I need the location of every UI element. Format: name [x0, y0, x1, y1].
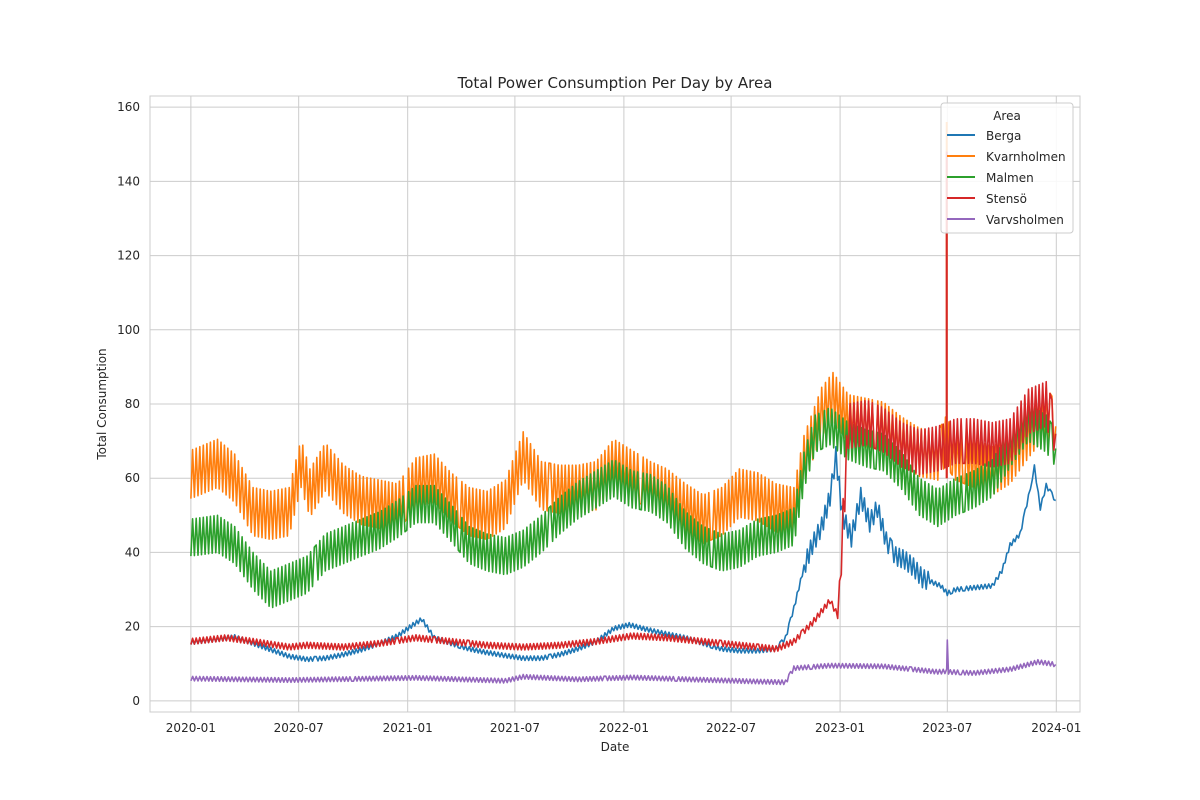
y-axis-label: Total Consumption — [95, 348, 109, 460]
x-tick-label: 2022-07 — [706, 721, 756, 735]
x-tick-label: 2020-01 — [166, 721, 216, 735]
tick-labels: 0 20 40 60 80 100 120 140 160 2020-01 2020-07 2021-… — [117, 100, 1081, 735]
x-tick-label: 2022-01 — [599, 721, 649, 735]
x-tick-label: 2023-07 — [922, 721, 972, 735]
legend-label: Stensö — [986, 192, 1027, 206]
chart-title: Total Power Consumption Per Day by Area — [457, 74, 773, 92]
legend-title: Area — [993, 109, 1021, 123]
y-tick-label: 80 — [125, 397, 140, 411]
plot-frame — [149, 95, 1081, 713]
y-tick-label: 140 — [117, 174, 140, 188]
legend-label: Kvarnholmen — [986, 150, 1066, 164]
y-tick-label: 100 — [117, 323, 140, 337]
x-tick-label: 2024-01 — [1031, 721, 1081, 735]
series-line-stens — [190, 380, 1057, 653]
y-tick-label: 20 — [125, 620, 140, 634]
y-tick-label: 120 — [117, 249, 140, 263]
legend-label: Varvsholmen — [986, 213, 1064, 227]
x-tick-label: 2023-01 — [815, 721, 865, 735]
legend-label: Malmen — [986, 171, 1034, 185]
legend-label: Berga — [986, 129, 1021, 143]
series-layer — [190, 121, 1057, 686]
y-tick-label: 40 — [125, 545, 140, 559]
x-tick-label: 2021-07 — [490, 721, 540, 735]
legend: Area Berga Kvarnholmen Malmen Stensö Varvsho… — [940, 102, 1074, 234]
series-line-malmen — [190, 403, 1057, 609]
y-tick-label: 60 — [125, 471, 140, 485]
x-tick-label: 2020-07 — [274, 721, 324, 735]
y-tick-label: 0 — [132, 694, 140, 708]
x-tick-label: 2021-01 — [383, 721, 433, 735]
legend-items: Berga Kvarnholmen Malmen Stensö Varvsholmen — [947, 129, 1066, 227]
series-line-varvsholmen — [190, 639, 1057, 686]
y-tick-label: 160 — [117, 100, 140, 114]
series-line-berga — [190, 445, 1057, 663]
x-axis-label: Date — [601, 740, 630, 754]
